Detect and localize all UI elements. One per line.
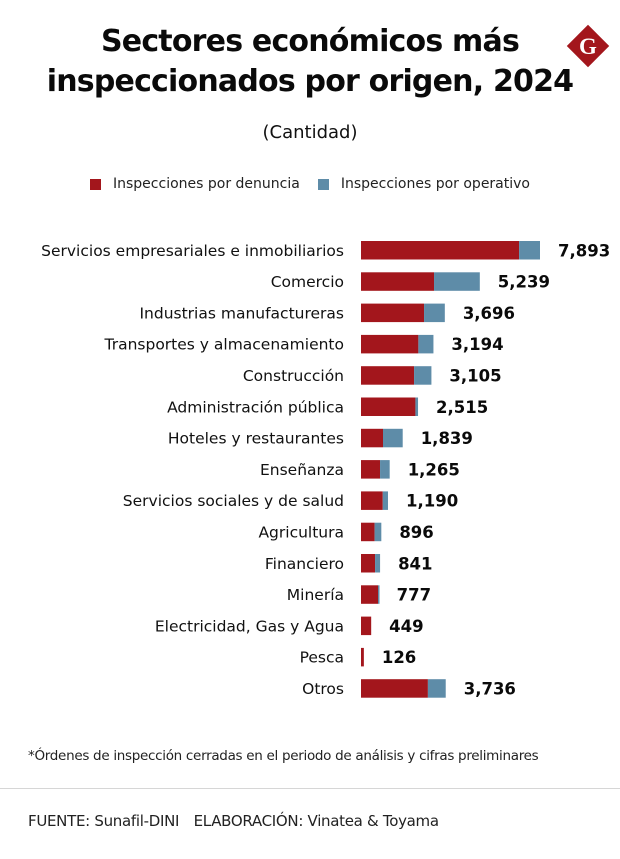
bar-segment-operativo — [382, 491, 388, 510]
value-label: 1,265 — [408, 460, 460, 479]
value-label: 1,839 — [421, 429, 473, 448]
category-label: Pesca — [300, 649, 344, 667]
bar-row-pesca: Pesca 126 — [300, 647, 416, 667]
source-line: FUENTE: Sunafil-DINI ELABORACIÓN: Vinate… — [28, 812, 439, 830]
category-label: Otros — [302, 680, 344, 698]
bar-segment-operativo — [374, 522, 382, 542]
legend-label-denuncia: Inspecciones por denuncia — [113, 176, 300, 192]
source-text: FUENTE: Sunafil-DINI — [28, 812, 180, 830]
bar-segment-denuncia — [361, 334, 419, 354]
chart-title-line-2: inspeccionados por origen, 2024 — [46, 64, 574, 99]
legend-swatch-denuncia — [90, 178, 101, 190]
bar-row-ensenanza: Enseñanza 1,265 — [260, 460, 460, 479]
category-label: Agricultura — [258, 523, 344, 541]
bar-segment-operativo — [382, 428, 403, 448]
legend-swatch-operativo — [317, 178, 329, 190]
category-label: Industrias manufactureras — [139, 304, 344, 322]
bar-segment-denuncia — [361, 397, 416, 416]
bar-segment-operativo — [418, 334, 434, 354]
value-label: 841 — [398, 554, 432, 573]
stacked-bar-chart: Servicios empresariales e inmobiliarios 7… — [41, 241, 610, 698]
category-label: Financiero — [265, 555, 344, 573]
legend-item-operativo: Inspecciones por operativo — [317, 176, 530, 192]
category-label: Servicios sociales y de salud — [123, 492, 344, 510]
value-label: 2,515 — [436, 398, 488, 417]
bar-segment-denuncia — [361, 491, 383, 510]
legend-label-operativo: Inspecciones por operativo — [340, 176, 530, 192]
bar-row-industrias-manufactureras: Industrias manufactureras 3,696 — [139, 303, 515, 323]
bar-segment-operativo — [380, 460, 390, 479]
footnote: *Órdenes de inspección cerradas en el pe… — [28, 748, 539, 764]
category-label: Administración pública — [167, 398, 344, 416]
bar-row-otros: Otros 3,736 — [302, 679, 516, 698]
bar-row-servicios-sociales-y-de-salud: Servicios sociales y de salud 1,190 — [123, 491, 458, 511]
chart-subtitle: (Cantidad) — [262, 122, 358, 143]
bar-segment-operativo — [378, 585, 380, 604]
bar-segment-denuncia — [361, 585, 379, 604]
bar-segment-operativo — [415, 397, 419, 416]
credit-text: ELABORACIÓN: Vinatea & Toyama — [193, 812, 439, 830]
bar-segment-operativo — [414, 366, 432, 385]
value-label: 3,105 — [449, 366, 501, 385]
bar-segment-denuncia — [361, 428, 383, 448]
value-label: 126 — [382, 648, 416, 667]
category-label: Minería — [287, 586, 344, 604]
bar-segment-operativo — [434, 272, 480, 291]
legend-item-denuncia: Inspecciones por denuncia — [90, 176, 300, 192]
chart-title: Sectores económicos más inspeccionados p… — [0, 22, 620, 102]
value-label: 7,893 — [558, 241, 610, 260]
bar-row-financiero: Financiero 841 — [265, 554, 433, 573]
brand-diamond-logo-icon: G — [566, 24, 610, 68]
category-label: Construcción — [243, 367, 344, 385]
bar-segment-denuncia — [361, 460, 381, 479]
bar-segment-operativo — [375, 554, 381, 573]
bar-segment-denuncia — [361, 366, 415, 385]
bar-row-servicios-empresariales-e-inmobiliarios: Servicios empresariales e inmobiliarios 7… — [41, 241, 610, 260]
bar-segment-operativo — [519, 241, 540, 260]
category-label: Servicios empresariales e inmobiliarios — [41, 242, 344, 260]
bar-row-construccion: Construcción 3,105 — [243, 366, 502, 385]
bar-row-electricidad-gas-y-agua: Electricidad, Gas y Agua 449 — [155, 616, 424, 636]
bar-segment-denuncia — [361, 679, 428, 698]
legend: Inspecciones por denuncia Inspecciones p… — [0, 176, 620, 192]
value-label: 1,190 — [406, 492, 458, 511]
value-label: 3,194 — [451, 335, 503, 354]
logo-letter: G — [579, 34, 597, 59]
value-label: 3,696 — [463, 304, 515, 323]
category-label: Transportes y almacenamiento — [104, 336, 344, 354]
bar-segment-operativo — [427, 679, 446, 698]
value-label: 896 — [399, 523, 433, 542]
bar-segment-denuncia — [361, 647, 364, 667]
bar-segment-operativo — [424, 303, 445, 323]
bar-row-hoteles-y-restaurantes: Hoteles y restaurantes 1,839 — [168, 428, 473, 448]
category-label: Enseñanza — [260, 461, 344, 479]
value-label: 449 — [389, 617, 423, 636]
bar-segment-denuncia — [361, 522, 375, 542]
bar-row-comercio: Comercio 5,239 — [271, 272, 550, 292]
footer-divider — [0, 788, 620, 789]
bar-segment-denuncia — [361, 554, 376, 573]
bar-row-transportes-y-almacenamiento: Transportes y almacenamiento 3,194 — [104, 334, 504, 354]
value-label: 5,239 — [498, 273, 550, 292]
bar-segment-denuncia — [361, 303, 425, 323]
category-label: Electricidad, Gas y Agua — [155, 617, 344, 635]
category-label: Hoteles y restaurantes — [168, 430, 344, 448]
value-label: 3,736 — [464, 679, 516, 698]
bar-row-mineria: Minería 777 — [287, 585, 431, 605]
bar-segment-denuncia — [361, 272, 435, 291]
value-label: 777 — [397, 586, 431, 605]
bar-row-agricultura: Agricultura 896 — [258, 522, 434, 542]
category-label: Comercio — [271, 273, 344, 291]
bar-segment-denuncia — [361, 241, 520, 260]
chart-title-line-1: Sectores económicos más — [100, 24, 520, 59]
bar-segment-denuncia — [361, 616, 372, 636]
bar-row-administracion-publica: Administración pública 2,515 — [167, 397, 488, 417]
